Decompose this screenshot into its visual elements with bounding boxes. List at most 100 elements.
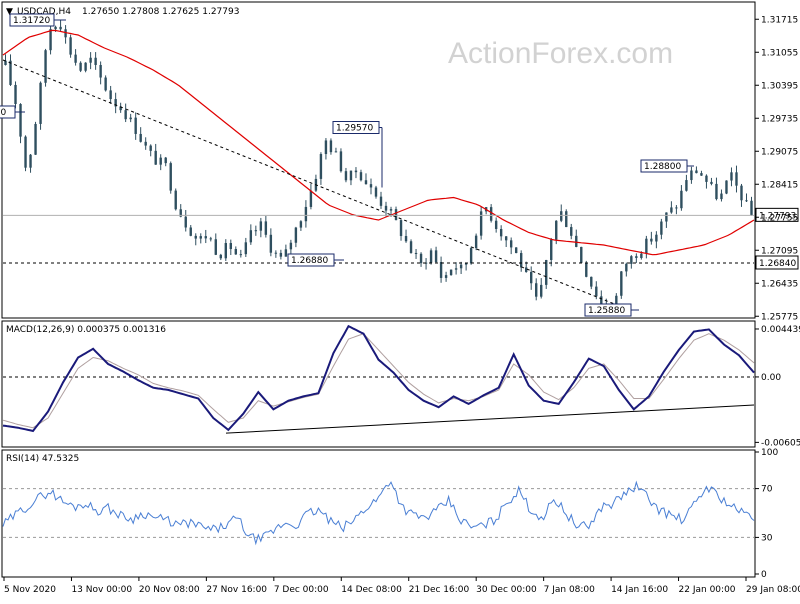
candle-body [54, 26, 57, 30]
candle-body [595, 286, 598, 297]
candle-body [194, 235, 197, 239]
candle-body [74, 54, 77, 63]
annotation-label: 1.25880 [588, 306, 625, 316]
rsi-line [2, 480, 755, 546]
candle-body [535, 283, 538, 297]
price-header-ohlc: 1.27650 1.27808 1.27625 1.27793 [82, 7, 239, 17]
candle-body [284, 249, 288, 257]
candle-body [550, 239, 553, 260]
candle-body [695, 170, 698, 174]
candle-body [149, 145, 152, 151]
candle-body [379, 196, 383, 206]
candle-body [384, 205, 388, 211]
candle-body [570, 227, 573, 236]
annotation-label: 1.26880 [291, 256, 328, 266]
candle-body [364, 180, 368, 185]
candle-body [349, 170, 353, 181]
candle-body [49, 29, 52, 51]
moving-average-line [2, 29, 755, 256]
candle-body [394, 209, 398, 221]
candle-body [635, 256, 638, 258]
candle-body [99, 64, 102, 78]
candle-body [169, 163, 172, 191]
candle-body [509, 240, 513, 248]
rsi-y-tick-label: 100 [761, 448, 778, 458]
price-y-tick-label: 1.29735 [761, 114, 798, 124]
candle-body [144, 141, 147, 146]
macd-header: MACD(12,26,9) 0.000375 0.001316 [6, 325, 166, 335]
candle-body [499, 228, 503, 237]
candle-body [59, 26, 62, 30]
candle-body [474, 235, 478, 249]
candle-body [139, 133, 142, 142]
candle-body [219, 254, 222, 259]
candle-body [4, 60, 7, 65]
rsi-y-tick-label: 70 [761, 485, 773, 495]
candle-body [705, 175, 708, 182]
candle-body [660, 221, 663, 235]
candle-body [69, 37, 72, 55]
candle-body [700, 173, 703, 176]
candle-body [740, 185, 743, 201]
trendline-dashed [2, 59, 633, 312]
candle-body [710, 181, 713, 184]
candle-body [489, 207, 493, 221]
macd-panel-frame [1, 320, 756, 448]
candle-body [44, 50, 47, 83]
candle-body [234, 249, 238, 255]
candle-body [449, 269, 453, 276]
price-y-tick-label: 1.31715 [761, 15, 798, 25]
candle-body [214, 239, 217, 255]
candle-body [294, 227, 298, 243]
candle-body [540, 284, 543, 297]
macd-support-trendline [225, 404, 755, 434]
candle-body [164, 157, 167, 164]
candle-body [124, 110, 127, 120]
current-price-box [755, 207, 799, 222]
candle-body [79, 62, 82, 71]
candle-body [580, 246, 583, 263]
macd-y-tick-label: -0.006057 [761, 438, 800, 448]
candle-body [680, 190, 683, 209]
rsi-panel-frame [1, 449, 756, 578]
candle-body [690, 170, 693, 181]
candle-body [389, 209, 393, 211]
x-tick-label: 7 Dec 00:00 [274, 585, 329, 595]
candle-body [319, 154, 323, 179]
candle-body [504, 236, 508, 241]
candle-body [94, 57, 97, 65]
candle-body [89, 57, 92, 63]
price-y-tick-label: 1.29075 [761, 147, 798, 157]
price-y-tick-label: 1.27095 [761, 246, 798, 256]
candle-body [424, 262, 428, 264]
candle-body [620, 271, 623, 296]
candle-body [129, 117, 132, 120]
candle-body [725, 180, 728, 194]
candle-body [715, 183, 718, 200]
candle-body [179, 209, 182, 217]
candle-body [174, 190, 177, 210]
candle-body [404, 236, 408, 242]
candle-body [254, 230, 258, 232]
candle-body [369, 184, 373, 188]
candle-body [560, 211, 563, 221]
watermark: ActionForex.com [448, 37, 673, 70]
candle-body [735, 172, 738, 186]
candle-body [444, 275, 448, 278]
x-tick-label: 14 Dec 08:00 [341, 585, 402, 595]
candle-body [625, 263, 628, 272]
x-tick-label: 30 Dec 00:00 [476, 585, 537, 595]
candle-body [159, 157, 162, 165]
x-tick-label: 14 Jan 16:00 [611, 585, 668, 595]
candle-body [414, 252, 418, 254]
candle-body [154, 150, 157, 165]
candle-body [434, 250, 438, 263]
candle-body [454, 268, 458, 270]
candle-body [109, 90, 112, 100]
candle-body [209, 238, 212, 240]
x-tick-label: 20 Nov 08:00 [139, 585, 200, 595]
candle-body [419, 253, 423, 264]
price-header-dropdown-icon[interactable]: ▼ [6, 7, 13, 17]
candle-body [334, 151, 338, 153]
